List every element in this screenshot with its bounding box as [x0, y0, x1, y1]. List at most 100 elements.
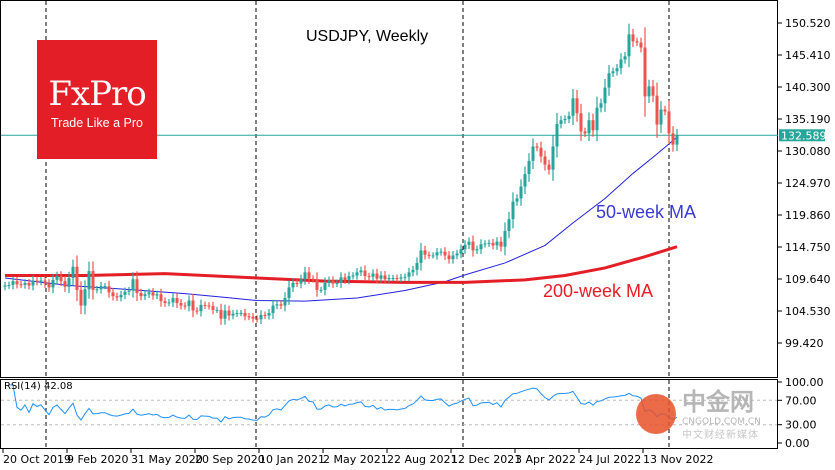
ma200-line [5, 245, 678, 284]
candle [251, 313, 255, 323]
candle-body [327, 280, 331, 283]
candle [379, 271, 383, 283]
main-panel-frame [0, 0, 778, 378]
candle [195, 307, 199, 315]
candle-body [23, 282, 27, 285]
candle [475, 245, 479, 255]
candle [39, 276, 43, 286]
candle-body [323, 282, 327, 290]
candle [107, 280, 111, 298]
candle-body [103, 286, 107, 288]
candle [511, 192, 515, 229]
watermark-subtitle: 中文财经新媒体 [682, 430, 759, 441]
candle [359, 266, 363, 277]
candle [555, 112, 559, 158]
candle-body [591, 120, 595, 131]
candle [663, 105, 667, 116]
y-tick-label: 150.520 [785, 17, 831, 30]
candle-body [463, 244, 467, 250]
candle [607, 65, 611, 96]
candle [339, 272, 343, 289]
candle [403, 273, 407, 281]
candle [231, 309, 235, 320]
candle-body [307, 272, 311, 279]
rsi-y-tick-label: 100.00 [785, 376, 824, 389]
y-tick-label: 99.420 [785, 337, 824, 350]
candle [27, 278, 31, 290]
rsi-y-tick-label: 70.00 [785, 394, 817, 407]
candle [143, 290, 147, 300]
candle-body [675, 135, 679, 145]
candle-body [415, 262, 419, 270]
candle-body [159, 294, 163, 302]
candle [331, 276, 335, 288]
candle [647, 79, 651, 104]
candle [175, 293, 179, 308]
candle [531, 138, 535, 170]
candle [671, 126, 675, 152]
candle [279, 300, 283, 310]
candle-body [7, 284, 11, 286]
candle [35, 276, 39, 286]
candle-body [447, 255, 451, 260]
candle-body [119, 294, 123, 298]
candle [547, 159, 551, 175]
candle [183, 302, 187, 310]
candle [255, 315, 259, 323]
candle-body [439, 251, 443, 253]
candle-body [539, 147, 543, 157]
candle-body [651, 86, 655, 96]
current-price-badge [779, 129, 825, 142]
fxpro-logo: FxPro Trade Like a Pro [37, 40, 157, 159]
candle [155, 290, 159, 300]
candle-body [299, 279, 303, 284]
candle [667, 100, 671, 145]
y-tick-label: 119.860 [785, 209, 831, 222]
candle-body [563, 118, 567, 121]
candle-body [399, 277, 403, 279]
candle-body [431, 255, 435, 257]
candle-body [555, 123, 559, 147]
candle [579, 103, 583, 141]
y-tick-label: 104.530 [785, 305, 831, 318]
candle-body [215, 309, 219, 311]
candle [207, 302, 211, 310]
candle [527, 153, 531, 182]
candle [15, 276, 19, 289]
y-tick-label: 135.190 [785, 113, 831, 126]
candle-body [543, 156, 547, 165]
candle-body [235, 313, 239, 315]
candle [535, 142, 539, 152]
candle [311, 275, 315, 283]
candle-body [655, 95, 659, 125]
candle-body [527, 160, 531, 175]
candle-body [151, 292, 155, 296]
candle-body [155, 294, 159, 296]
ma50-label: 50-week MA [596, 202, 697, 222]
candle-body [639, 42, 643, 48]
candle [319, 286, 323, 294]
candle-body [571, 98, 575, 116]
candle-body [339, 277, 343, 283]
candle [411, 265, 415, 277]
candle-body [343, 277, 347, 280]
candle-body [163, 301, 167, 304]
candle [247, 312, 251, 321]
candle-body [507, 219, 511, 232]
candle [307, 267, 311, 284]
candle [543, 150, 547, 171]
candle-body [587, 120, 591, 134]
candle [135, 271, 139, 301]
candle [203, 301, 207, 309]
candle [151, 288, 155, 300]
candle-body [287, 287, 291, 299]
candle-body [11, 281, 15, 285]
candle-body [199, 304, 203, 312]
candle [675, 128, 679, 152]
candle [347, 271, 351, 285]
ma200-label: 200-week MA [543, 281, 654, 301]
x-tick-label: 13 Nov 2022 [643, 453, 713, 466]
candle-body [515, 198, 519, 202]
candle [343, 273, 347, 284]
candle-body [383, 275, 387, 280]
